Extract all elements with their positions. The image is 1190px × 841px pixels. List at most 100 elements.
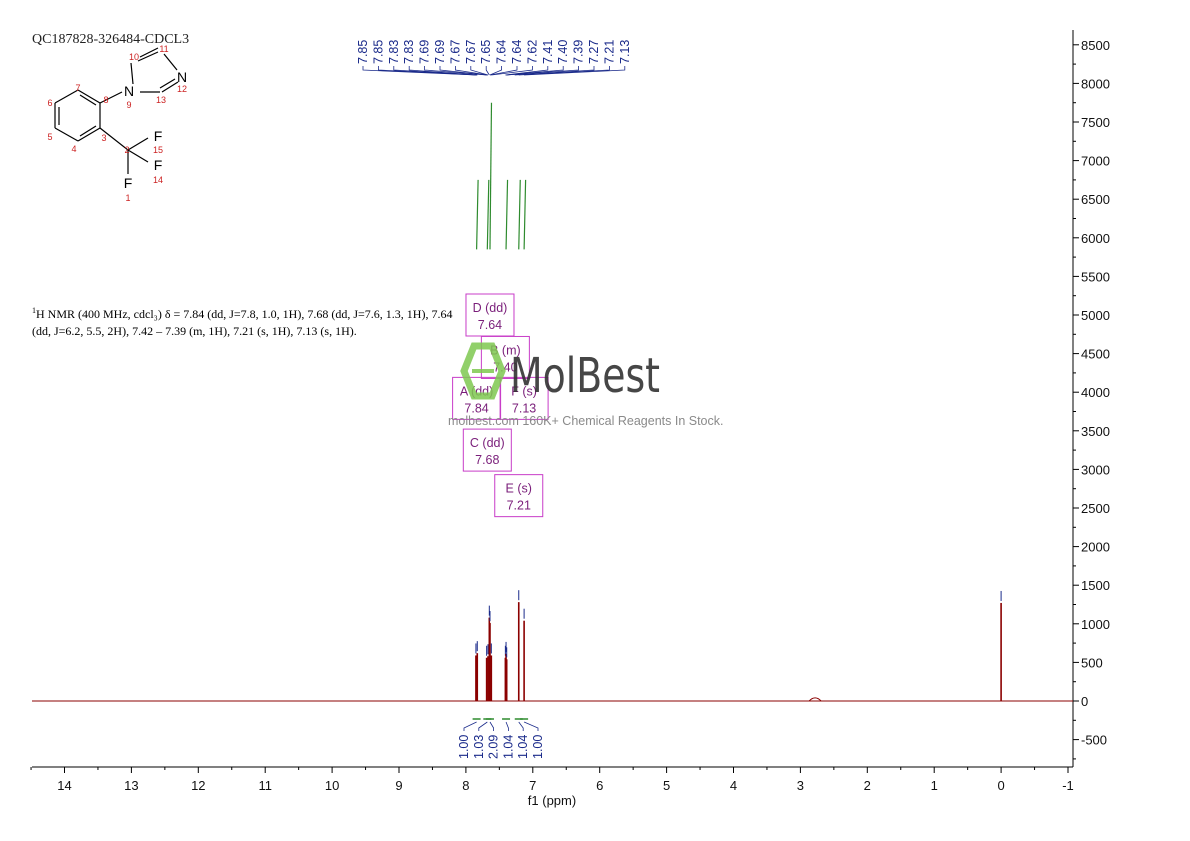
- multiplet-type: dd: [487, 436, 501, 450]
- x-tick-label: 6: [596, 778, 603, 793]
- multiplet-box-f: F (s) 7.13: [499, 376, 549, 420]
- atom-number: 10: [129, 52, 139, 62]
- atom-label: F: [124, 175, 133, 191]
- atom-number: 4: [71, 144, 76, 154]
- y-tick-label: 0: [1081, 694, 1088, 709]
- integral-labels: 1.00 1.03 2.09 1.04 1.04 1.00: [457, 718, 545, 759]
- x-tick-label: 13: [124, 778, 138, 793]
- atom-number: 13: [156, 95, 166, 105]
- x-tick-label: 3: [797, 778, 804, 793]
- watermark-tagline: molbest.com 160K+ Chemical Reagents In S…: [448, 414, 724, 428]
- multiplet-letter: F (s): [511, 384, 537, 398]
- y-tick-label: 7500: [1081, 115, 1110, 130]
- multiplet-ppm: 7.64: [478, 318, 502, 332]
- peak-label-connector: [489, 66, 502, 76]
- y-tick-label: 3000: [1081, 462, 1110, 477]
- multiplet-box-frame: [462, 428, 512, 472]
- peak-label-connector: [455, 66, 488, 76]
- multiplet-close-paren: ): [503, 301, 507, 315]
- multiplet-ppm: 7.84: [464, 401, 488, 415]
- multiplet-open-paren: (: [498, 343, 506, 357]
- multiplet-letter-value: E: [506, 482, 514, 496]
- y-tick-label: 4500: [1081, 347, 1110, 362]
- multiplet-ppm: 7.68: [475, 453, 499, 467]
- y-tick-label: 5500: [1081, 269, 1110, 284]
- multiplet-open-paren: (: [514, 482, 522, 496]
- peak-label: 7.83: [387, 40, 401, 64]
- peak-label: 7.83: [402, 40, 416, 64]
- x-axis-ticks: 14 13 12 11 10 9 8 7 6 5 4 3 2 1 0 -1: [30, 767, 1074, 793]
- atom-number: 2: [124, 145, 129, 155]
- x-tick-label: 0: [997, 778, 1004, 793]
- integral-curve: [476, 179, 479, 250]
- peak-label: 7.27: [587, 40, 601, 64]
- y-tick-label: 1500: [1081, 578, 1110, 593]
- multiplet-type: m: [506, 343, 516, 357]
- y-tick-label: 2000: [1081, 540, 1110, 555]
- multiplet-boxes: D (dd)7.64B (m)7.40A (dd)7.84F (s)7.13C …: [452, 293, 549, 518]
- peak-label-connector: [514, 66, 595, 76]
- peak-label-connector: [439, 66, 487, 76]
- peak-label: 7.21: [602, 40, 616, 64]
- atom-number: 3: [101, 133, 106, 143]
- x-tick-label: 8: [462, 778, 469, 793]
- multiplet-ppm: 7.13: [512, 401, 536, 415]
- peak-labels: 7.85 7.85 7.83 7.83 7.69 7.69 7.67 7.67 7.65 7.64…: [356, 40, 632, 76]
- integral-connector: [489, 721, 494, 731]
- peak-label-connector: [506, 66, 579, 76]
- peak-label: 7.65: [479, 40, 493, 64]
- x-tick-label: 2: [864, 778, 871, 793]
- peak-label: 7.67: [464, 40, 478, 64]
- integral-value: 1.00: [531, 735, 545, 759]
- peak-label-connector: [485, 66, 490, 76]
- peak-label-connector: [505, 66, 549, 76]
- peak-label: 7.69: [433, 40, 447, 64]
- x-tick-label: 12: [191, 778, 205, 793]
- peak-label-connector: [408, 66, 478, 76]
- integral-connector: [518, 721, 524, 731]
- multiplet-box-frame: [452, 376, 502, 420]
- multiplet-box-d: D (dd)7.64: [465, 293, 515, 337]
- spectrum-peak: [808, 697, 822, 702]
- multiplet-close-paren: ): [501, 436, 505, 450]
- peak-label-connector: [470, 66, 489, 76]
- chemical-structure: [54, 47, 179, 174]
- multiplet-letter: C (dd): [470, 436, 505, 450]
- peak-label-connector: [491, 66, 533, 76]
- integral-curve: [486, 179, 490, 250]
- integral-value: 1.03: [472, 735, 486, 759]
- atom-number: 9: [126, 100, 131, 110]
- y-tick-label: -500: [1081, 733, 1107, 748]
- multiplet-ppm: 7.21: [507, 499, 531, 513]
- nmr-isotope-superscript: 1: [32, 306, 36, 315]
- y-axis-ticks: 8500800075007000650060005500500045004000…: [1073, 38, 1110, 760]
- multiplet-open-paren: (: [482, 301, 490, 315]
- x-tick-label: 1: [931, 778, 938, 793]
- multiplet-letter-value: D: [473, 301, 482, 315]
- atom-number: 1: [125, 193, 130, 203]
- x-tick-label: 5: [663, 778, 670, 793]
- multiplet-open-paren: (: [519, 384, 527, 398]
- integral-curve: [489, 102, 493, 250]
- y-tick-label: 6500: [1081, 192, 1110, 207]
- atom-number: 8: [103, 95, 108, 105]
- atom-number: 15: [153, 145, 163, 155]
- x-axis-label: f1 (ppm): [528, 793, 576, 808]
- peak-label: 7.41: [541, 40, 555, 64]
- multiplet-box-frame: [499, 376, 549, 420]
- multiplet-type: s: [522, 482, 528, 496]
- multiplet-box-c: C (dd) 7.68: [462, 428, 512, 472]
- atom-label: F: [154, 128, 163, 144]
- peak-label: 7.64: [495, 40, 509, 64]
- integral-curves: [476, 102, 527, 250]
- integral-connector: [523, 721, 539, 731]
- peak-label: 7.40: [556, 40, 570, 64]
- multiplet-close-paren: ): [516, 343, 520, 357]
- x-tick-label: -1: [1062, 778, 1074, 793]
- multiplet-box-frame: [494, 474, 544, 518]
- peak-label-connector: [524, 66, 626, 76]
- atom-label: N: [124, 83, 134, 99]
